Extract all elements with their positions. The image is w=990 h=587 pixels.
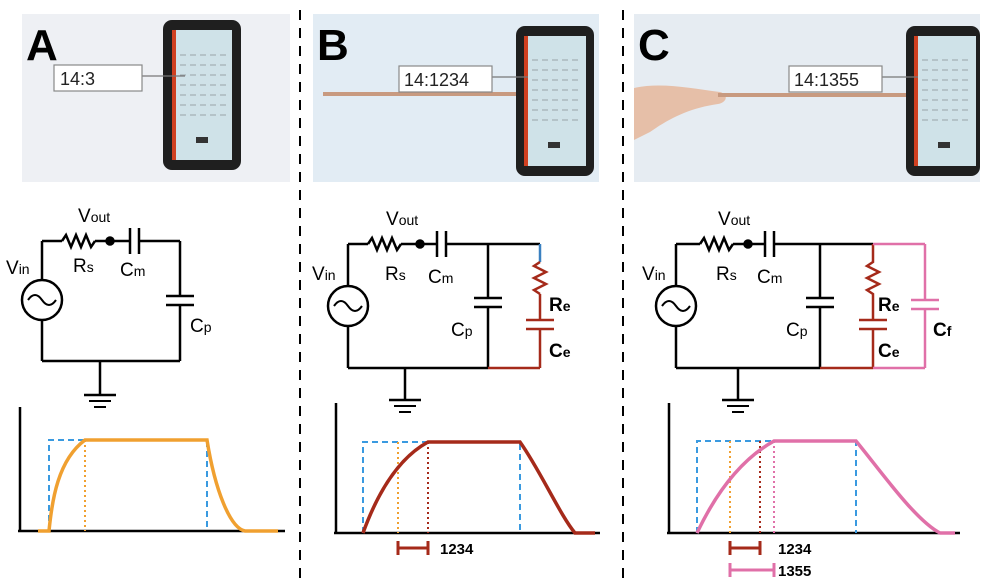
resistor-re-c (864, 244, 882, 320)
ground-a (84, 393, 116, 408)
svg-text:Rs: Rs (73, 256, 94, 277)
circuit-b-labels: Vout Vin Rs Cm Cp Re Ce (312, 209, 571, 362)
input-pulse-b (362, 441, 521, 533)
delay-bar-c-1234: 1234 (728, 541, 812, 558)
resistor-re-b (531, 260, 549, 296)
delay-bar-c-1355: 1355 (728, 563, 811, 580)
panel-letter-b: B (317, 21, 349, 70)
panel-b: 14:1234 B (312, 14, 600, 558)
delay-bar-b-1234: 1234 (396, 541, 474, 558)
ground-c (722, 398, 754, 413)
resistor-rs-c (698, 234, 735, 254)
circuit-a (20, 228, 194, 408)
panel-a: 14:3 A (6, 14, 290, 533)
circuit-c-branch-e (820, 244, 887, 370)
circuit-a-labels: Vout Vin Rs Cm Cp (6, 206, 212, 337)
svg-text:Ce: Ce (878, 341, 900, 362)
hand-shape (634, 85, 726, 140)
ground-b (389, 398, 421, 413)
svg-text:Cm: Cm (757, 267, 782, 288)
svg-text:Cm: Cm (120, 260, 145, 281)
waveform-a (18, 407, 285, 533)
svg-text:Vout: Vout (718, 209, 750, 230)
output-curve-b (361, 440, 595, 535)
svg-text:Vin: Vin (642, 264, 666, 285)
svg-text:Cm: Cm (428, 267, 453, 288)
svg-text:Cf: Cf (933, 320, 952, 341)
readout-b: 14:1234 (404, 70, 469, 90)
input-pulse-c (696, 440, 857, 533)
svg-text:Re: Re (878, 295, 900, 316)
readout-a: 14:3 (60, 69, 95, 89)
circuit-c (654, 231, 873, 413)
photo-c: 14:1355 (634, 14, 980, 182)
circuit-b-branch-e (488, 244, 554, 370)
resistor-rs-b (366, 234, 403, 254)
svg-text:Vout: Vout (386, 209, 418, 230)
svg-text:Ce: Ce (549, 341, 571, 362)
svg-text:Vin: Vin (312, 264, 336, 285)
svg-text:1355: 1355 (778, 563, 811, 580)
panel-letter-c: C (638, 21, 670, 70)
svg-text:Vout: Vout (78, 206, 110, 227)
photo-b: 14:1234 (313, 14, 599, 182)
svg-text:Cp: Cp (451, 320, 473, 341)
readout-c: 14:1355 (794, 70, 859, 90)
svg-text:Re: Re (549, 295, 571, 316)
waveform-b (334, 403, 600, 535)
output-curve-c (695, 439, 955, 535)
svg-text:Rs: Rs (716, 264, 737, 285)
svg-text:1234: 1234 (778, 541, 812, 558)
circuit-c-labels: Vout Vin Rs Cm Cp Re Ce Cf (642, 209, 952, 362)
circuit-c-branch-f (873, 242, 939, 370)
svg-text:Cp: Cp (786, 320, 808, 341)
output-curve-a (38, 438, 278, 533)
resistor-rs-a (60, 231, 97, 251)
waveform-c (667, 403, 960, 535)
svg-text:Cp: Cp (190, 316, 212, 337)
panel-c: 14:1355 C (634, 14, 980, 580)
circuit-b (326, 231, 540, 413)
svg-text:1234: 1234 (440, 541, 474, 558)
svg-text:Vin: Vin (6, 258, 30, 279)
svg-text:Rs: Rs (385, 264, 406, 285)
panel-letter-a: A (26, 21, 58, 70)
photo-a: 14:3 (22, 14, 290, 182)
